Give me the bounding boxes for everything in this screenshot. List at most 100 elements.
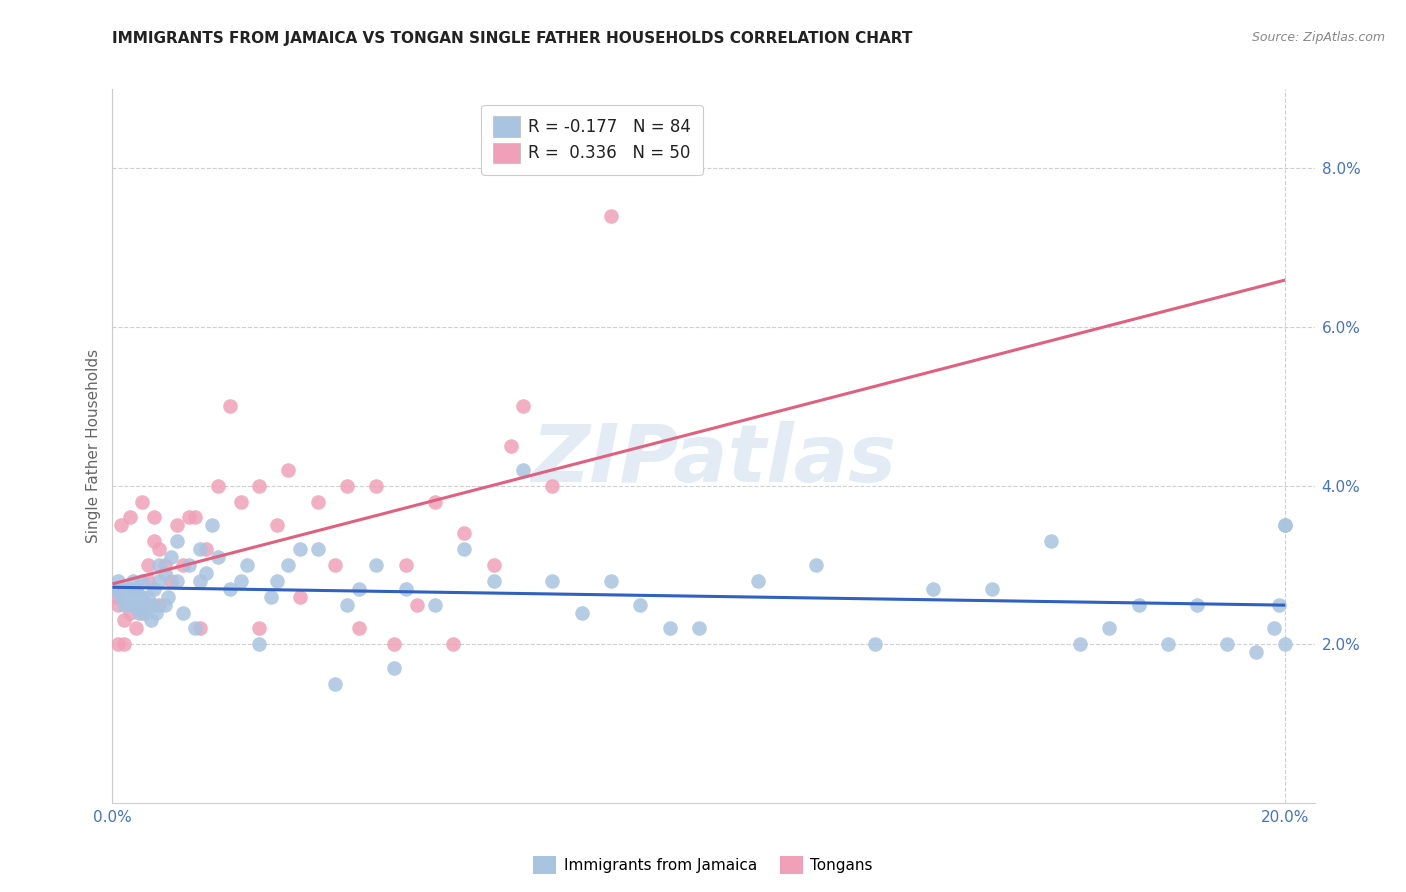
Point [1274, 637, 1296, 651]
Point [166, 518, 188, 533]
Point [128, 606, 150, 620]
Point [260, 590, 283, 604]
Point [155, 558, 177, 572]
Point [136, 590, 159, 604]
Point [323, 677, 346, 691]
Point [177, 558, 200, 572]
Point [218, 582, 240, 596]
Point [512, 400, 534, 414]
Point [600, 209, 623, 223]
Point [366, 558, 388, 572]
Point [120, 510, 142, 524]
Point [160, 549, 183, 564]
Point [190, 621, 212, 635]
Point [541, 478, 564, 492]
Legend: R = -0.177   N = 84, R =  0.336   N = 50: R = -0.177 N = 84, R = 0.336 N = 50 [481, 104, 703, 175]
Point [207, 549, 229, 564]
Point [247, 637, 270, 651]
Point [658, 621, 681, 635]
Point [110, 518, 132, 533]
Point [336, 598, 359, 612]
Point [177, 510, 200, 524]
Point [120, 582, 142, 596]
Point [131, 606, 153, 620]
Point [336, 478, 359, 492]
Point [148, 574, 170, 588]
Point [218, 400, 240, 414]
Point [134, 606, 156, 620]
Point [1157, 637, 1180, 651]
Point [347, 582, 370, 596]
Point [277, 558, 299, 572]
Point [131, 494, 153, 508]
Point [120, 590, 142, 604]
Point [112, 590, 135, 604]
Point [125, 621, 148, 635]
Point [148, 558, 170, 572]
Point [110, 590, 132, 604]
Point [1263, 621, 1285, 635]
Point [120, 598, 142, 612]
Point [183, 621, 205, 635]
Point [166, 534, 188, 549]
Point [307, 542, 329, 557]
Point [395, 558, 418, 572]
Point [423, 494, 446, 508]
Point [512, 463, 534, 477]
Point [131, 574, 153, 588]
Point [1244, 645, 1267, 659]
Point [395, 582, 418, 596]
Text: IMMIGRANTS FROM JAMAICA VS TONGAN SINGLE FATHER HOUSEHOLDS CORRELATION CHART: IMMIGRANTS FROM JAMAICA VS TONGAN SINGLE… [112, 31, 912, 46]
Point [112, 598, 135, 612]
Point [277, 463, 299, 477]
Point [266, 518, 288, 533]
Point [441, 637, 464, 651]
Point [107, 637, 129, 651]
Point [136, 598, 159, 612]
Y-axis label: Single Father Households: Single Father Households [86, 349, 101, 543]
Point [482, 574, 505, 588]
Point [122, 574, 145, 588]
Point [190, 574, 212, 588]
Point [125, 598, 148, 612]
Point [323, 558, 346, 572]
Point [157, 590, 180, 604]
Point [382, 661, 405, 675]
Point [107, 574, 129, 588]
Point [922, 582, 945, 596]
Point [125, 582, 148, 596]
Point [981, 582, 1004, 596]
Point [453, 526, 475, 541]
Point [172, 606, 194, 620]
Text: Source: ZipAtlas.com: Source: ZipAtlas.com [1251, 31, 1385, 45]
Point [142, 582, 165, 596]
Point [1187, 598, 1209, 612]
Point [160, 574, 183, 588]
Point [145, 606, 167, 620]
Point [142, 534, 165, 549]
Point [307, 494, 329, 508]
Point [107, 582, 129, 596]
Point [131, 590, 153, 604]
Point [207, 478, 229, 492]
Point [453, 542, 475, 557]
Point [125, 590, 148, 604]
Point [136, 558, 159, 572]
Point [288, 542, 311, 557]
Point [148, 598, 170, 612]
Point [1268, 598, 1291, 612]
Point [104, 590, 127, 604]
Point [155, 566, 177, 580]
Point [1274, 518, 1296, 533]
Point [247, 621, 270, 635]
Point [406, 598, 429, 612]
Point [366, 478, 388, 492]
Point [600, 574, 623, 588]
Point [183, 510, 205, 524]
Point [195, 566, 218, 580]
Point [201, 518, 224, 533]
Point [231, 574, 253, 588]
Point [541, 574, 564, 588]
Point [131, 598, 153, 612]
Point [347, 621, 370, 635]
